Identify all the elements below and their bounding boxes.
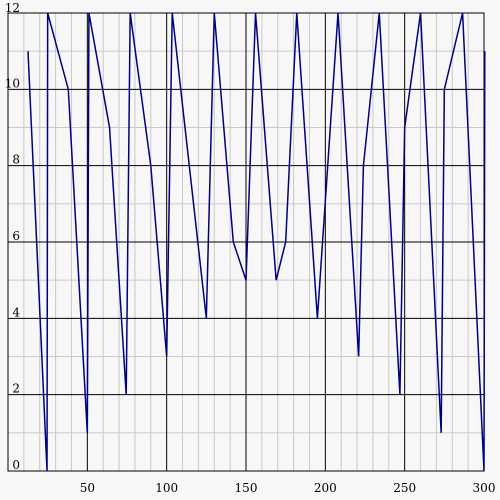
- y-tick-label: 2: [12, 382, 20, 396]
- y-tick-label: 6: [12, 229, 20, 243]
- x-tick-label: 300: [473, 481, 496, 495]
- x-tick-label: 200: [314, 481, 337, 495]
- y-tick-label: 10: [5, 76, 20, 90]
- x-tick-label: 150: [235, 481, 258, 495]
- x-tick-label: 100: [155, 481, 178, 495]
- x-tick-label: 50: [80, 481, 95, 495]
- y-tick-label: 8: [12, 153, 20, 167]
- y-tick-label: 0: [12, 458, 20, 472]
- y-tick-label: 4: [12, 305, 20, 319]
- y-tick-label: 12: [5, 1, 20, 15]
- line: [27, 12, 486, 472]
- x-tick-label: 250: [393, 481, 416, 495]
